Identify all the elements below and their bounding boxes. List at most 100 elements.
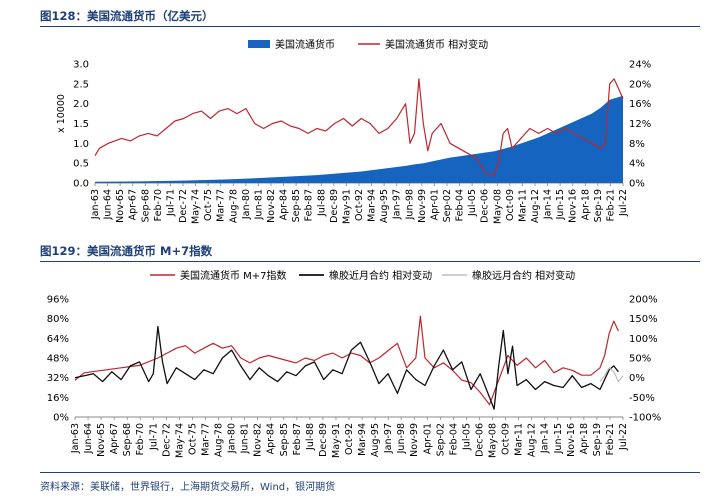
chart-128-svg: 0.0 0.5 1.0 1.5 2.0 2.5 3.0 0% 4% 8% 12% 16% 20% 24% J… — [56, 38, 651, 224]
chart-128: 0.0 0.5 1.0 1.5 2.0 2.5 3.0 0% 4% 8% 12% 16% 20% 24% J… — [40, 30, 700, 235]
chart-2-y-right-tick: -50% — [629, 393, 655, 404]
chart-1-legend-swatch-area — [248, 40, 270, 48]
chart-2-x-tick-label: Aug-12 — [527, 423, 538, 457]
chart-1-x-tick-label: Oct-92 — [354, 189, 365, 221]
chart-2-x-tick-label: Feb-21 — [605, 423, 616, 455]
chart-1-x-tick-label: Feb-04 — [455, 189, 466, 221]
chart-2-x-tick-label: Sep-02 — [435, 423, 446, 456]
chart-2-x-tick-label: Jul-88 — [305, 423, 316, 451]
chart-2-x-tick-label: Jan-80 — [227, 423, 238, 454]
chart-2-series-line-1 — [74, 315, 619, 406]
chart-2-x-tick-label: Jun-15 — [553, 423, 564, 454]
chart-2-series-line-2 — [74, 325, 619, 410]
chart-2-x-tick-label: Feb-87 — [292, 423, 303, 455]
chart-2-x-tick-label: Oct-09 — [501, 423, 512, 455]
chart-1-x-tick-label: Mar-11 — [517, 189, 528, 222]
chart-2-x-tick-label: Apr-84 — [266, 423, 277, 454]
chart-1-legend-label-1: 美国流通货币 — [275, 38, 335, 51]
chart-1-y-right-tick: 4% — [629, 159, 645, 170]
figure-128-rule — [40, 26, 700, 27]
chart-1-y-left-tick: 2.5 — [73, 79, 89, 90]
chart-1-x-tick-label: May-74 — [191, 189, 202, 224]
source-note: 资料来源：美联储，世界银行，上海期货交易所，Wind，银河期货 — [40, 482, 336, 493]
chart-1-x-tick-label: Apr-18 — [580, 189, 591, 220]
chart-2-x-tick-label: Jan-63 — [70, 423, 81, 454]
chart-2-x-tick-label: Jun-98 — [396, 423, 407, 454]
chart-2-x-tick-label: Mar-11 — [514, 423, 525, 456]
chart-1-x-tick-label: Aug-95 — [379, 189, 390, 223]
chart-2-y-right-tick: 100% — [629, 334, 658, 345]
figure-129-title: 图129：美国流通货币 M+7指数 — [40, 244, 213, 258]
chart-1-series-area — [95, 95, 623, 183]
chart-1-y-left-tick: 3.0 — [73, 60, 89, 71]
figure-129-rule — [40, 261, 700, 262]
chart-1-y-right-tick: 16% — [629, 99, 651, 110]
chart-1-x-tick-label: Jul-71 — [165, 189, 176, 217]
chart-2-x-tick-label: Nov-16 — [566, 423, 577, 457]
chart-1-x-tick-label: Jan-14 — [543, 189, 554, 220]
chart-2-x-tick-label: Oct-92 — [344, 423, 355, 455]
chart-129: 0% 16% 32% 48% 64% 80% 96% -100% -50% 0% 50% 100% 15… — [40, 264, 700, 470]
chart-2-x-tick-label: Jan-14 — [540, 423, 551, 454]
chart-1-x-tick-label: Sep-19 — [593, 189, 604, 222]
chart-2-x-tick-label: Sep-68 — [122, 423, 133, 456]
chart-1-x-tick-label: Sep-02 — [442, 189, 453, 222]
chart-2-x-tick-label: Jul-22 — [618, 423, 629, 451]
chart-1-x-tick-label: Jan-97 — [392, 189, 403, 220]
chart-1-y-left-tick: 0.5 — [73, 159, 89, 170]
chart-2-y-left-tick: 96% — [47, 295, 69, 306]
chart-2-y-left-tick: 0% — [53, 413, 69, 424]
chart-1-x-tick-label: Oct-09 — [505, 189, 516, 221]
chart-1-x-tick-label: Sep-68 — [140, 189, 151, 222]
chart-2-legend-label-2: 橡胶近月合约 相对变动 — [329, 269, 432, 282]
chart-2-y-right-tick: -100% — [629, 413, 661, 424]
chart-2-x-tick-label: Nov-99 — [409, 423, 420, 457]
chart-1-x-tick-label: Jun-81 — [253, 189, 264, 220]
chart-1-x-tick-label: Dec-72 — [178, 189, 189, 223]
chart-2-x-tick-label: May-74 — [174, 423, 185, 458]
chart-2-x-tick-label: Dec-89 — [318, 423, 329, 457]
chart-1-x-tick-label: Jul-05 — [467, 189, 478, 217]
chart-1-x-tick-label: Jan-63 — [90, 189, 101, 220]
chart-2-x-tick-label: Oct-75 — [187, 423, 198, 455]
chart-2-series-line-3 — [599, 367, 624, 383]
chart-1-x-tick-label: Apr-01 — [429, 189, 440, 220]
chart-2-x-tick-label: Jan-97 — [383, 423, 394, 454]
chart-2-y-left-tick: 64% — [47, 334, 69, 345]
chart-2-y-right-tick: 150% — [629, 314, 658, 325]
chart-1-scale-label: x 10000 — [56, 94, 67, 133]
chart-1-y-left-tick: 1.5 — [73, 119, 89, 130]
chart-1-x-tick-label: Feb-21 — [605, 189, 616, 221]
chart-1-x-tick-label: Mar-94 — [367, 189, 378, 222]
chart-2-x-tick-label: Mar-77 — [200, 423, 211, 456]
chart-2-x-tick-label: Nov-82 — [253, 423, 264, 457]
chart-1-x-tick-label: Sep-85 — [291, 189, 302, 222]
chart-1-series-line-2 — [94, 78, 624, 177]
chart-1-y-right-tick: 0% — [629, 179, 645, 190]
chart-2-x-tick-label: May-91 — [331, 423, 342, 458]
chart-1-x-tick-label: Mar-77 — [216, 189, 227, 222]
chart-1-y-right-tick: 24% — [629, 60, 651, 71]
chart-2-legend-label-1: 美国流通货币 M+7指数 — [180, 269, 287, 282]
chart-1-x-tick-label: Feb-87 — [304, 189, 315, 221]
chart-2-x-tick-label: Jul-05 — [461, 423, 472, 451]
chart-1-x-tick-label: Apr-84 — [279, 189, 290, 220]
chart-2-x-tick-label: Aug-78 — [214, 423, 225, 457]
chart-2-legend-label-3: 橡胶远月合约 相对变动 — [472, 269, 575, 282]
chart-1-y-right-tick: 8% — [629, 139, 645, 150]
chart-129-svg: 0% 16% 32% 48% 64% 80% 96% -100% -50% 0% 50% 100% 15… — [47, 269, 661, 458]
chart-1-x-tick-label: Jan-80 — [241, 189, 252, 220]
chart-1-y-right-tick: 20% — [629, 79, 651, 90]
chart-2-x-tick-label: May-08 — [488, 423, 499, 458]
chart-2-x-tick-label: Jun-81 — [240, 423, 251, 454]
chart-1-x-tick-label: Nov-65 — [115, 189, 126, 223]
chart-1-x-tick-label: Dec-89 — [329, 189, 340, 223]
chart-2-x-tick-label: Apr-18 — [579, 423, 590, 454]
chart-2-x-tick-label: Apr-01 — [422, 423, 433, 454]
chart-1-legend-label-2: 美国流通货币 相对变动 — [385, 38, 488, 51]
chart-1-y-left-tick: 2.0 — [73, 99, 89, 110]
chart-1-x-tick-label: Jun-98 — [404, 189, 415, 220]
chart-1-x-tick-label: Dec-06 — [480, 189, 491, 223]
chart-1-x-tick-label: Jul-22 — [618, 189, 629, 217]
chart-2-y-left-tick: 48% — [47, 354, 69, 365]
